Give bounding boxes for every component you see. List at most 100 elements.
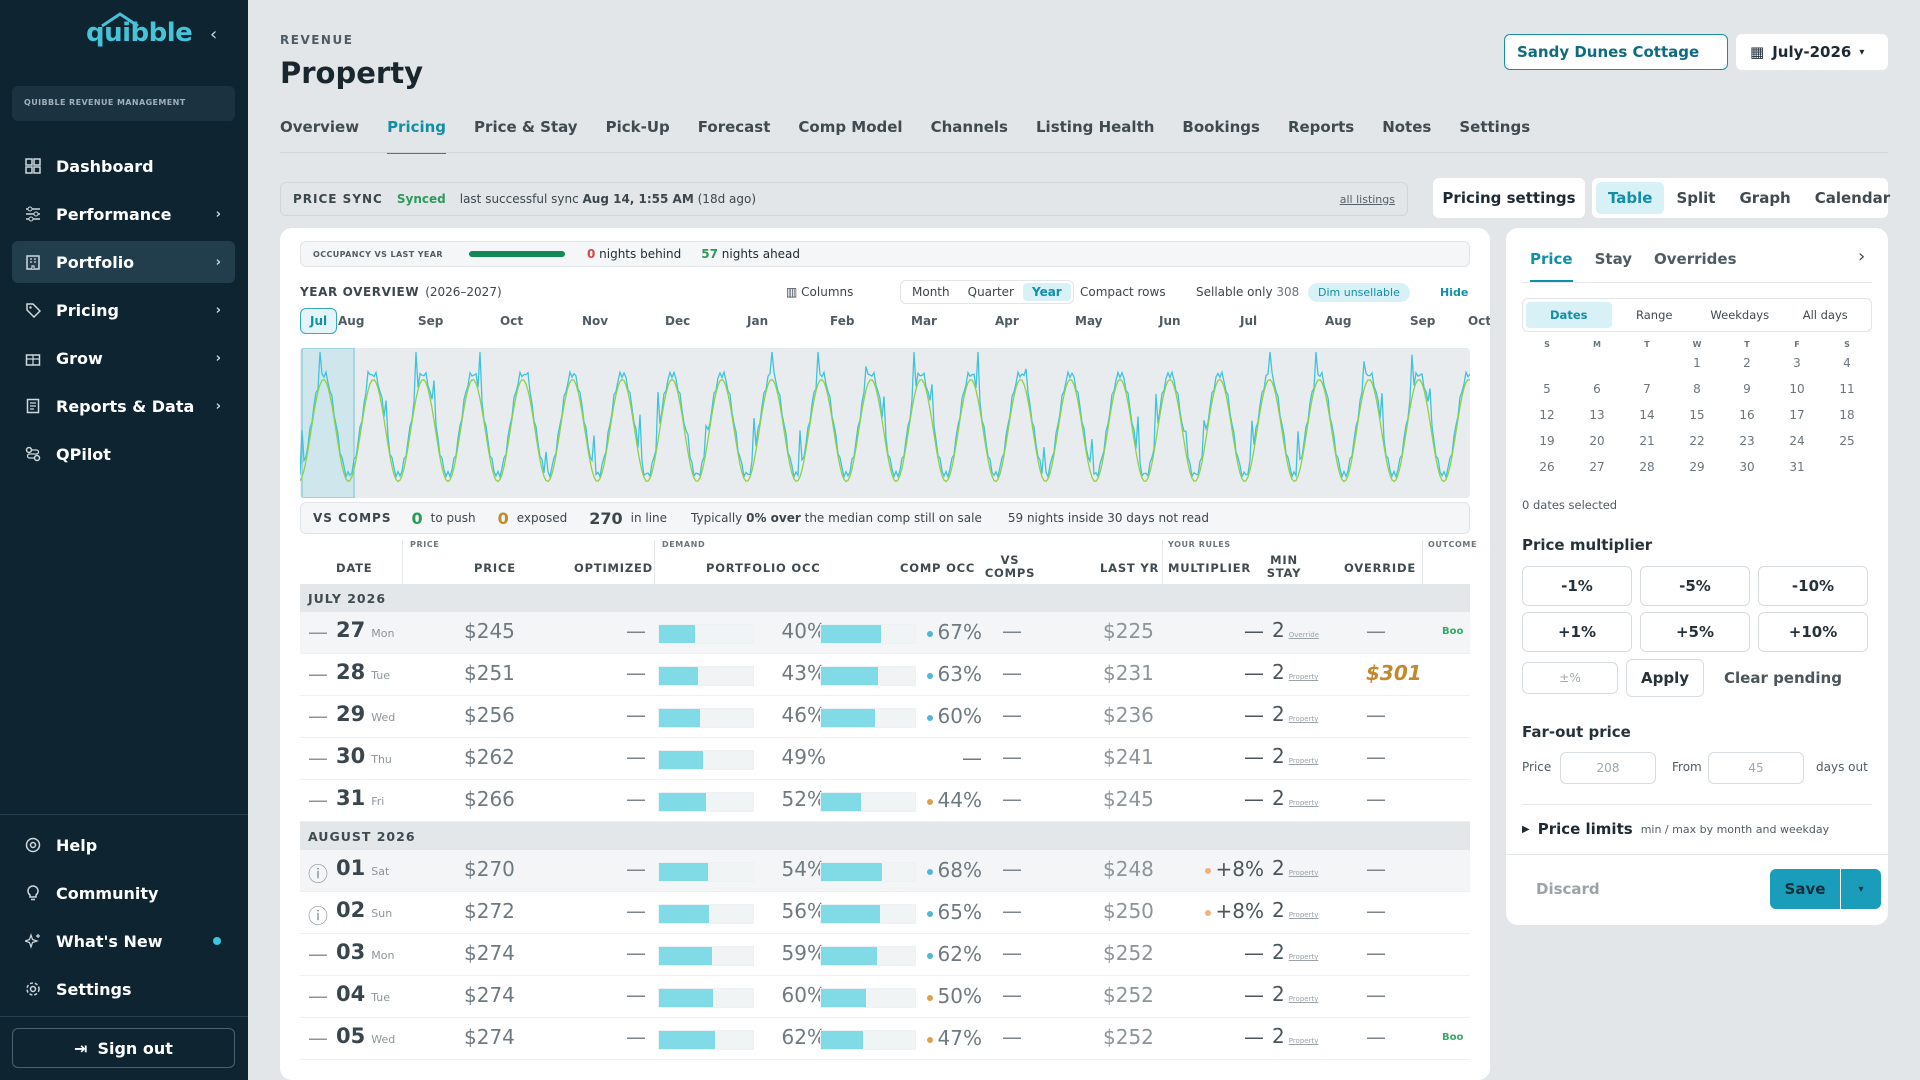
table-row[interactable]: — 05 Wed $274 — 62% 47% — $252 — 2 Property — Boo: [300, 1018, 1470, 1060]
multiplier-cell[interactable]: —: [1244, 661, 1264, 685]
multiplier-cell[interactable]: —: [1244, 941, 1264, 965]
row-status-icon[interactable]: —: [308, 662, 328, 686]
pricing-settings-button[interactable]: Pricing settings: [1433, 178, 1585, 218]
month-chip[interactable]: Mar: [911, 314, 937, 328]
far-out-price-input[interactable]: 208: [1560, 752, 1656, 784]
min-stay-cell[interactable]: 2 Property: [1272, 940, 1319, 964]
nav-whats-new[interactable]: What's New: [12, 920, 235, 962]
nav-help[interactable]: Help: [12, 824, 235, 866]
multiplier-plus-1-button[interactable]: +1%: [1522, 612, 1632, 652]
tab-price-stay[interactable]: Price & Stay: [474, 118, 578, 136]
table-row[interactable]: — 29 Wed $256 — 46% 60% — $236 — 2 Property —: [300, 696, 1470, 738]
tab-reports[interactable]: Reports: [1287, 118, 1355, 136]
price-cell[interactable]: $274: [464, 941, 515, 965]
calendar-day[interactable]: 17: [1789, 408, 1805, 422]
min-stay-cell[interactable]: 2 Property: [1272, 982, 1319, 1006]
multiplier-plus-10-button[interactable]: +10%: [1758, 612, 1868, 652]
table-row[interactable]: — 30 Thu $262 — 49% — — $241 — 2 Property —: [300, 738, 1470, 780]
nav-pricing[interactable]: Pricing ›: [12, 289, 235, 331]
month-chip[interactable]: Oct: [1468, 314, 1490, 328]
multiplier-cell[interactable]: —: [1244, 619, 1264, 643]
price-limits-toggle[interactable]: ▶ Price limits min / max by month and we…: [1522, 820, 1829, 838]
min-stay-cell[interactable]: 2 Property: [1272, 660, 1319, 684]
nav-qpilot[interactable]: QPilot: [12, 433, 235, 475]
row-status-icon[interactable]: ⓘ: [308, 862, 328, 886]
calendar-day[interactable]: 20: [1589, 434, 1605, 448]
calendar-day[interactable]: 5: [1543, 382, 1551, 396]
price-cell[interactable]: $256: [464, 703, 515, 727]
property-selector[interactable]: Sandy Dunes Cottage: [1504, 34, 1728, 70]
header-date[interactable]: DATE: [336, 561, 373, 575]
multiplier-cell[interactable]: +8%: [1200, 899, 1264, 923]
calendar-day[interactable]: 28: [1639, 460, 1655, 474]
nav-portfolio[interactable]: Portfolio ›: [12, 241, 235, 283]
tab-comp-model[interactable]: Comp Model: [798, 118, 903, 136]
collapse-sidebar-icon[interactable]: ‹: [210, 24, 218, 45]
header-price[interactable]: PRICE: [474, 561, 516, 575]
nav-grow[interactable]: Grow ›: [12, 337, 235, 379]
header-portfolio-occ[interactable]: PORTFOLIO OCC: [706, 561, 821, 575]
min-stay-cell[interactable]: 2 Property: [1272, 1024, 1319, 1048]
mode-dates[interactable]: Dates: [1526, 302, 1612, 328]
clear-pending-button[interactable]: Clear pending: [1724, 669, 1842, 687]
min-stay-cell[interactable]: 2 Property: [1272, 856, 1319, 880]
header-optimized[interactable]: OPTIMIZED: [574, 561, 653, 575]
row-status-icon[interactable]: —: [308, 620, 328, 644]
all-listings-link[interactable]: all listings: [1339, 192, 1395, 206]
apply-button[interactable]: Apply: [1626, 659, 1704, 697]
calendar-day[interactable]: 25: [1839, 434, 1855, 448]
price-cell[interactable]: $272: [464, 899, 515, 923]
row-status-icon[interactable]: —: [308, 704, 328, 728]
multiplier-cell[interactable]: —: [1244, 787, 1264, 811]
override-cell[interactable]: —: [1366, 941, 1386, 965]
override-cell[interactable]: —: [1366, 703, 1386, 727]
month-chip[interactable]: Sep: [418, 314, 444, 328]
calendar-day[interactable]: 7: [1643, 382, 1651, 396]
month-chip[interactable]: Nov: [582, 314, 609, 328]
calendar-day[interactable]: 8: [1693, 382, 1701, 396]
sign-out-button[interactable]: ⇥ Sign out: [12, 1028, 235, 1068]
table-row[interactable]: ⓘ 02 Sun $272 — 56% 65% — $250 +8% 2 Property —: [300, 892, 1470, 934]
columns-button[interactable]: ▥ Columns: [786, 285, 854, 299]
nav-dashboard[interactable]: Dashboard: [12, 145, 235, 187]
calendar-day[interactable]: 3: [1793, 356, 1801, 370]
calendar-day[interactable]: 29: [1689, 460, 1705, 474]
header-override[interactable]: OVERRIDE: [1344, 561, 1417, 575]
table-row[interactable]: — 27 Mon $245 — 40% 67% — $225 — 2 Override — Boo: [300, 612, 1470, 654]
calendar-day[interactable]: 9: [1743, 382, 1751, 396]
calendar-day[interactable]: 16: [1739, 408, 1755, 422]
price-cell[interactable]: $245: [464, 619, 515, 643]
nav-community[interactable]: Community: [12, 872, 235, 914]
tab-notes[interactable]: Notes: [1382, 118, 1432, 136]
table-row[interactable]: ⓘ 01 Sat $270 — 54% 68% — $248 +8% 2 Property —: [300, 850, 1470, 892]
price-cell[interactable]: $274: [464, 1025, 515, 1049]
calendar-day[interactable]: 23: [1739, 434, 1755, 448]
header-last-yr[interactable]: LAST YR: [1100, 561, 1160, 575]
nav-settings[interactable]: Settings: [12, 968, 235, 1010]
mode-all-days[interactable]: All days: [1802, 308, 1848, 322]
min-stay-cell[interactable]: 2 Property: [1272, 702, 1319, 726]
calendar-day[interactable]: 11: [1839, 382, 1855, 396]
month-chip[interactable]: Jul: [300, 308, 338, 334]
row-status-icon[interactable]: —: [308, 746, 328, 770]
nav-reports-data[interactable]: Reports & Data ›: [12, 385, 235, 427]
calendar-day[interactable]: 6: [1593, 382, 1601, 396]
month-chip[interactable]: Sep: [1410, 314, 1436, 328]
month-chip[interactable]: Jun: [1159, 314, 1181, 328]
row-status-icon[interactable]: —: [308, 1026, 328, 1050]
period-quarter[interactable]: Quarter: [967, 285, 1014, 299]
tab-listing-health[interactable]: Listing Health: [1036, 118, 1155, 136]
tab-bookings[interactable]: Bookings: [1182, 118, 1260, 136]
multiplier-cell[interactable]: —: [1244, 745, 1264, 769]
override-cell[interactable]: —: [1366, 899, 1386, 923]
mode-range[interactable]: Range: [1636, 308, 1673, 322]
override-cell[interactable]: —: [1366, 1025, 1386, 1049]
header-vs-comps[interactable]: VS COMPS: [984, 553, 1036, 580]
multiplier-plus-5-button[interactable]: +5%: [1640, 612, 1750, 652]
price-cell[interactable]: $251: [464, 661, 515, 685]
price-cell[interactable]: $274: [464, 983, 515, 1007]
multiplier-minus-1-button[interactable]: -1%: [1522, 566, 1632, 606]
save-button[interactable]: Save: [1770, 869, 1840, 909]
header-min-stay[interactable]: MIN STAY: [1266, 553, 1302, 580]
view-table[interactable]: Table: [1596, 182, 1665, 214]
